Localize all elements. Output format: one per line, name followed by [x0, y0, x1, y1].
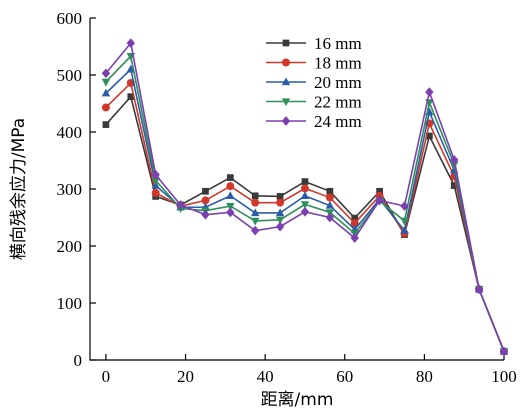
- data-point: [251, 208, 260, 217]
- data-point: [326, 187, 334, 195]
- series-4: [101, 53, 509, 357]
- series-5: [101, 38, 509, 357]
- data-point: [325, 193, 334, 202]
- data-point: [127, 93, 135, 101]
- data-point: [101, 103, 110, 112]
- data-point: [276, 193, 284, 200]
- data-point: [101, 88, 111, 97]
- data-point: [226, 191, 235, 199]
- plot-area: [89, 18, 504, 361]
- data-point: [101, 78, 111, 87]
- data-point: [300, 206, 310, 217]
- y-tick-label: 600: [57, 9, 83, 28]
- data-point: [426, 132, 433, 140]
- data-point: [102, 121, 110, 128]
- data-point: [450, 161, 459, 170]
- data-point: [351, 214, 359, 222]
- data-point: [176, 200, 185, 210]
- y-tick-label: 300: [57, 180, 83, 199]
- data-point: [499, 346, 509, 357]
- legend-label: 20 mm: [314, 73, 362, 92]
- data-point: [300, 191, 310, 199]
- data-point: [425, 87, 434, 97]
- series-line: [105, 81, 505, 352]
- data-point: [151, 189, 160, 197]
- legend-marker: [281, 98, 291, 107]
- x-axis: 0 20 40 60 80 100: [102, 354, 517, 386]
- data-point: [202, 187, 209, 195]
- data-point: [276, 198, 285, 207]
- y-axis-label: 横向残余应力/MPa: [9, 118, 29, 260]
- data-point: [325, 212, 335, 223]
- legend-marker: [281, 77, 291, 86]
- data-point: [101, 68, 111, 79]
- data-point: [300, 184, 309, 193]
- y-tick-label: 100: [57, 294, 83, 313]
- x-tick-label: 60: [336, 367, 353, 386]
- data-point: [450, 155, 459, 165]
- data-point: [300, 201, 310, 210]
- series-1: [102, 93, 508, 355]
- legend-item: 16 mm: [266, 34, 362, 53]
- x-tick-label: 40: [257, 367, 274, 386]
- y-tick-label: 0: [74, 351, 83, 370]
- data-point: [251, 225, 260, 236]
- data-point: [251, 198, 260, 207]
- data-point: [151, 169, 160, 180]
- data-point: [226, 207, 235, 218]
- data-point: [226, 182, 235, 191]
- legend-label: 24 mm: [314, 112, 362, 131]
- data-point: [301, 178, 309, 185]
- y-tick-label: 200: [57, 237, 83, 256]
- y-tick-label: 400: [57, 123, 83, 142]
- legend-marker: [282, 58, 290, 67]
- data-point: [400, 217, 409, 226]
- legend-marker: [281, 116, 291, 126]
- data-point: [325, 200, 335, 209]
- legend-label: 22 mm: [314, 93, 362, 112]
- data-point: [226, 202, 235, 211]
- data-point: [226, 174, 234, 181]
- data-point: [201, 209, 210, 220]
- x-tick-label: 20: [177, 367, 194, 386]
- legend-item: 24 mm: [266, 112, 362, 131]
- data-point: [400, 225, 409, 234]
- legend-item: 20 mm: [266, 73, 362, 92]
- legend-label: 18 mm: [314, 54, 362, 73]
- series-2: [101, 78, 508, 356]
- legend-label: 16 mm: [314, 34, 362, 53]
- legend-item: 18 mm: [266, 54, 362, 73]
- x-axis-label: 距离/mm: [261, 390, 334, 409]
- data-point: [350, 233, 359, 243]
- data-point: [275, 208, 285, 217]
- x-tick-label: 0: [102, 367, 111, 386]
- data-point: [201, 196, 210, 205]
- series-layer: [101, 38, 509, 357]
- x-tick-label: 100: [491, 367, 517, 386]
- data-point: [251, 217, 260, 226]
- x-tick-label: 80: [416, 367, 433, 386]
- y-tick-label: 500: [57, 66, 83, 85]
- data-point: [376, 187, 383, 195]
- data-point: [450, 182, 458, 189]
- data-point: [275, 216, 285, 225]
- data-point: [350, 219, 359, 228]
- legend-item: 22 mm: [266, 93, 362, 112]
- legend-marker: [282, 39, 290, 47]
- data-point: [275, 221, 285, 232]
- plot-frame: [89, 18, 504, 361]
- y-axis: 0 100 200 300 400 500 600: [57, 9, 96, 370]
- data-point: [251, 192, 259, 200]
- data-point: [375, 195, 384, 206]
- data-point: [151, 177, 160, 186]
- data-point: [126, 38, 136, 48]
- data-point: [474, 284, 484, 295]
- data-point: [400, 201, 409, 211]
